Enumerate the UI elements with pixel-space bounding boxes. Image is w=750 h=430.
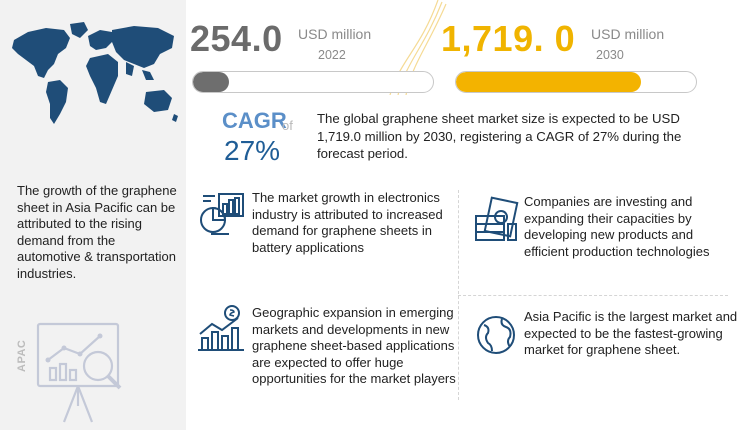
year-2030: 2030: [596, 48, 624, 62]
progress-bar-2030-fill: [456, 72, 641, 92]
growth-chart-icon: [198, 305, 244, 351]
money-stack-icon: [475, 196, 519, 241]
driver-asia-pacific-text: Asia Pacific is the largest market and e…: [524, 309, 738, 357]
progress-bar-2022: [192, 71, 434, 93]
globe-icon: [477, 316, 515, 354]
progress-bar-2022-fill: [193, 72, 229, 92]
cagr-label: CAGR: [222, 108, 287, 133]
region-label: APAC: [16, 339, 28, 372]
market-value-2022: 254.0: [190, 18, 283, 59]
progress-bar-2030: [455, 71, 697, 93]
year-2022: 2022: [318, 48, 346, 62]
driver-investment-text: Companies are investing and expanding th…: [524, 194, 710, 259]
unit-2022: USD million: [298, 26, 372, 42]
analytics-chart-icon: [200, 193, 244, 235]
left-panel: The growth of the graphene sheet in Asia…: [0, 0, 186, 430]
presentation-board-icon: [36, 322, 122, 423]
market-value-2030: 1,719. 0: [441, 18, 576, 59]
apac-insight-text: The growth of the graphene sheet in Asia…: [17, 183, 177, 281]
cagr-value: 27%: [224, 135, 281, 166]
market-summary-text: The global graphene sheet market size is…: [317, 111, 682, 161]
cagr-of-label: of: [282, 118, 293, 133]
driver-expansion-text: Geographic expansion in emerging markets…: [252, 305, 456, 386]
world-map-icon: [12, 22, 178, 124]
grid-divider-horizontal: [458, 295, 728, 296]
unit-2030: USD million: [591, 26, 665, 42]
driver-electronics-text: The market growth in electronics industr…: [252, 190, 443, 255]
